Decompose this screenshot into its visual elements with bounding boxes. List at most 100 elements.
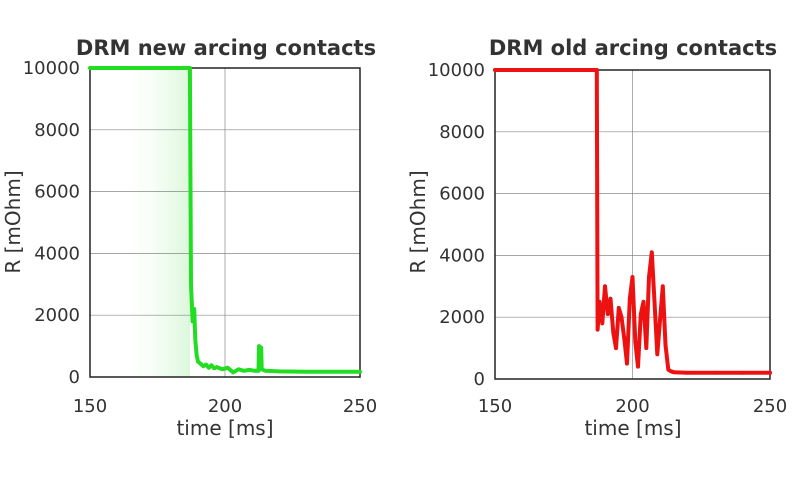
y-axis-label: R [mOhm] [406, 170, 430, 273]
series-group [88, 66, 362, 375]
data-point [671, 370, 676, 375]
data-point [658, 318, 662, 323]
data-point [641, 299, 646, 304]
data-point [600, 321, 605, 326]
grid [495, 70, 770, 379]
y-tick-label: 8000 [34, 120, 80, 141]
data-point [263, 369, 268, 373]
plot-area [494, 69, 771, 380]
y-tick-label: 0 [69, 367, 80, 388]
data-point [685, 371, 690, 375]
x-tick-label: 150 [478, 396, 512, 417]
x-tick-label: 150 [73, 396, 107, 417]
data-point [358, 369, 362, 374]
data-point [194, 353, 199, 358]
x-tick-label: 250 [343, 396, 377, 417]
y-tick-label: 2000 [34, 305, 80, 326]
data-point [647, 275, 651, 279]
data-point [595, 327, 600, 332]
x-axis-label: time [ms] [584, 416, 681, 440]
data-point [608, 296, 613, 301]
data-point [331, 369, 335, 374]
series-group [493, 68, 772, 375]
y-tick-label: 6000 [439, 184, 485, 205]
x-axis-label: time [ms] [176, 416, 273, 440]
chart-old-contacts: DRM old arcing contacts 0 2000 4000 6000 800… [406, 36, 787, 440]
data-point [663, 343, 668, 347]
data-point [638, 312, 643, 316]
data-point [669, 369, 673, 374]
y-tick-label: 10000 [428, 60, 485, 81]
data-point [611, 330, 616, 335]
data-point [622, 337, 627, 341]
data-point [201, 364, 206, 368]
data-point [236, 367, 241, 372]
data-point [666, 367, 671, 372]
y-tick-label: 6000 [34, 182, 80, 203]
data-point [204, 362, 208, 367]
data-point [652, 299, 657, 304]
data-point [189, 282, 193, 287]
y-tick-label: 0 [474, 369, 485, 390]
data-point [193, 338, 198, 342]
data-point [616, 306, 621, 310]
data-point [630, 275, 635, 279]
data-point [259, 345, 263, 350]
data-point [627, 296, 632, 301]
y-tick-label: 8000 [439, 122, 485, 143]
y-tick-label: 4000 [439, 245, 485, 266]
data-point [231, 370, 235, 375]
data-point [713, 371, 717, 375]
y-tick-label: 10000 [23, 58, 80, 79]
plot-area [89, 67, 361, 378]
data-point [740, 371, 745, 375]
data-point [247, 368, 252, 372]
data-point [188, 66, 192, 70]
y-tick-labels: 0 2000 4000 6000 8000 10000 [23, 58, 80, 388]
plot-background-glow [120, 70, 190, 377]
x-tick-labels: 150 200 250 [73, 396, 377, 417]
x-tick-label: 200 [208, 396, 242, 417]
data-point [242, 369, 246, 373]
y-tick-labels: 0 2000 4000 6000 8000 10000 [428, 60, 485, 390]
data-point [644, 346, 649, 350]
chart-title: DRM old arcing contacts [489, 36, 777, 60]
data-point [209, 363, 214, 368]
data-point [633, 340, 638, 344]
data-point [88, 66, 92, 70]
data-point [649, 250, 654, 255]
grid [90, 68, 360, 377]
data-point [594, 68, 599, 72]
data-point [259, 367, 264, 372]
data-point [212, 366, 216, 371]
data-point [614, 346, 618, 350]
x-tick-label: 200 [615, 396, 649, 417]
data-point [625, 361, 629, 366]
data-point [597, 299, 602, 304]
data-point [493, 68, 497, 72]
data-point [225, 365, 230, 370]
data-point [603, 284, 607, 289]
data-point [768, 371, 772, 375]
data-point [636, 364, 640, 369]
data-point [660, 284, 665, 289]
data-point [277, 369, 281, 374]
x-tick-labels: 150 200 250 [478, 396, 787, 417]
data-point [619, 315, 624, 320]
chart-title: DRM new arcing contacts [76, 36, 376, 60]
data-point [207, 365, 211, 370]
data-point [655, 352, 660, 357]
data-point [605, 312, 610, 316]
data-point [190, 319, 195, 324]
data-point [304, 369, 308, 374]
data-point [252, 369, 257, 373]
data-point [192, 307, 197, 311]
y-axis-label: R [mOhm] [1, 170, 25, 273]
data-point [220, 367, 225, 372]
data-point [196, 359, 200, 364]
y-tick-label: 2000 [439, 307, 485, 328]
x-tick-label: 250 [753, 396, 787, 417]
chart-new-contacts: DRM new arcing contacts 0 2000 4000 6000 800… [1, 36, 377, 440]
data-point [215, 365, 219, 369]
